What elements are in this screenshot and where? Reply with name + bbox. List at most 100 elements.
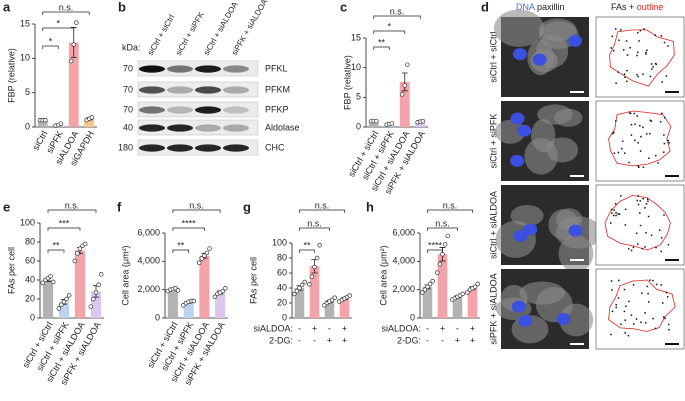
focal-adhesion [610, 280, 613, 282]
focal-adhesion [635, 232, 638, 235]
y-tick-label: 6,000 [137, 227, 160, 237]
data-point [430, 278, 435, 284]
focal-adhesion [628, 161, 630, 164]
significance-bracket [172, 209, 221, 213]
data-point [223, 286, 228, 291]
header-paxillin: paxillin [537, 2, 565, 12]
significance-bracket [172, 227, 205, 231]
focal-adhesion [652, 66, 654, 68]
focal-adhesion [663, 134, 665, 136]
kda-marker: 70 [123, 104, 133, 114]
y-tick-label: 60 [277, 267, 287, 277]
cell [546, 137, 579, 163]
protein-label: Aldolase [265, 122, 300, 132]
blot-band [167, 124, 193, 132]
focal-adhesion [663, 41, 666, 44]
data-point [68, 58, 74, 64]
focal-adhesion [647, 200, 649, 203]
bar [74, 250, 86, 318]
focal-adhesion [642, 126, 644, 129]
significance-label: ** [52, 240, 60, 250]
data-point [56, 306, 62, 311]
focal-adhesion [646, 49, 648, 51]
data-point [445, 233, 450, 239]
significance-label: n.s. [315, 200, 330, 210]
focal-adhesion [645, 232, 647, 234]
data-point [472, 284, 478, 290]
data-point [299, 282, 305, 288]
lane-label: siCtrl + siCtrl [146, 13, 177, 57]
kda-marker: 70 [123, 84, 133, 94]
protein-label: PFKP [265, 104, 289, 114]
focal-adhesion [645, 51, 647, 54]
focal-adhesion [663, 142, 666, 145]
significance-label: *** [59, 218, 70, 228]
focal-adhesion [655, 246, 657, 249]
significance-bracket [373, 30, 406, 34]
cell [510, 204, 544, 227]
data-point [399, 92, 405, 97]
focal-adhesion [612, 132, 614, 135]
y-axis-title: FBP (relative) [342, 55, 352, 110]
focal-adhesion [613, 152, 616, 155]
blot-band [223, 106, 249, 114]
data-point [207, 246, 212, 251]
bar [294, 288, 305, 318]
row-label: siCtrl + siCtrl [488, 31, 498, 82]
y-tick-label: 4,000 [392, 256, 415, 266]
y-tick-label: 40 [25, 274, 35, 284]
y-tick-label: 40 [277, 282, 287, 292]
y-tick-label: 0 [25, 121, 30, 131]
focal-adhesion [636, 54, 638, 57]
blot-band [195, 65, 221, 73]
focal-adhesion [644, 246, 646, 248]
focal-adhesion [647, 292, 649, 295]
blot-band [139, 86, 165, 94]
y-tick-label: 0 [155, 312, 160, 322]
focal-adhesion [626, 69, 628, 72]
focal-adhesion [660, 284, 662, 286]
cell [494, 119, 526, 144]
cell-outline [609, 29, 675, 87]
outline-panel [595, 268, 685, 350]
focal-adhesion [640, 135, 642, 138]
focal-adhesion [647, 215, 650, 218]
focal-adhesion [610, 333, 612, 336]
y-tick-label: 6,000 [392, 227, 415, 237]
data-point [347, 293, 352, 298]
focal-adhesion [618, 213, 621, 215]
y-tick-label: 2,000 [392, 284, 415, 294]
focal-adhesion [644, 312, 646, 314]
focal-adhesion [639, 200, 641, 202]
nucleus [523, 223, 538, 236]
significance-bracket [373, 46, 390, 50]
focal-adhesion [654, 34, 657, 36]
y-tick-label: 0 [30, 312, 35, 322]
bar [437, 254, 448, 318]
focal-adhesion [668, 329, 670, 331]
focal-adhesion [645, 133, 648, 135]
header-fas: FAs + [611, 2, 634, 12]
cell-outline [604, 195, 671, 251]
protein-label: PFKL [265, 63, 288, 73]
focal-adhesion [624, 208, 627, 211]
data-point [96, 282, 101, 288]
x-row-sign: - [426, 323, 429, 333]
focal-adhesion [639, 125, 641, 127]
lane-label: siCtrl + siPFK [174, 10, 206, 57]
significance-label: ** [177, 240, 185, 250]
x-row-sign: - [426, 335, 429, 345]
data-point [59, 302, 64, 307]
blot-band [195, 106, 221, 114]
significance-bracket [47, 249, 65, 253]
data-point [420, 290, 425, 295]
significance-bracket [427, 227, 458, 231]
focal-adhesion [659, 120, 662, 123]
focal-adhesion [637, 75, 639, 78]
focal-adhesion [660, 250, 662, 253]
x-row-sign: - [298, 335, 301, 345]
data-point [89, 115, 95, 120]
focal-adhesion [664, 116, 666, 119]
bar [84, 118, 95, 127]
focal-adhesion [649, 279, 651, 281]
